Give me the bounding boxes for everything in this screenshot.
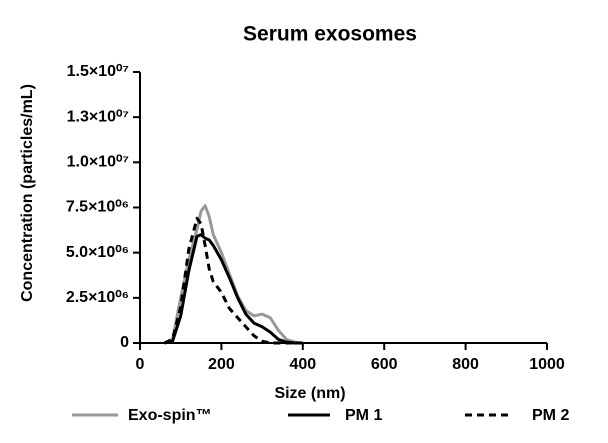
legend-label: PM 2 (532, 407, 569, 424)
x-tick-label: 600 (371, 356, 398, 373)
series-line (163, 216, 303, 345)
series-line (163, 204, 303, 345)
x-tick-label: 400 (289, 356, 316, 373)
chart-title: Serum exosomes (243, 23, 417, 46)
y-tick-label: 2.5×10⁰⁶ (66, 289, 129, 306)
x-tick-label: 200 (208, 356, 235, 373)
legend-label: PM 1 (345, 407, 382, 424)
legend-label: Exo-spin™ (128, 407, 212, 424)
y-tick-label: 0 (120, 334, 129, 351)
y-tick-label: 1.3×10⁰⁷ (67, 108, 129, 125)
x-tick-label: 0 (136, 356, 145, 373)
y-tick-label: 7.5×10⁰⁶ (66, 199, 129, 216)
x-tick-label: 800 (452, 356, 479, 373)
x-axis-label: Size (nm) (274, 385, 345, 402)
y-tick-label: 1.0×10⁰⁷ (67, 154, 129, 171)
y-axis-label: Concentration (particles/mL) (19, 84, 36, 302)
y-tick-label: 5.0×10⁰⁶ (66, 244, 129, 261)
y-tick-label: 1.5×10⁰⁷ (67, 63, 129, 80)
x-tick-label: 1000 (529, 356, 565, 373)
series-line (164, 233, 303, 345)
